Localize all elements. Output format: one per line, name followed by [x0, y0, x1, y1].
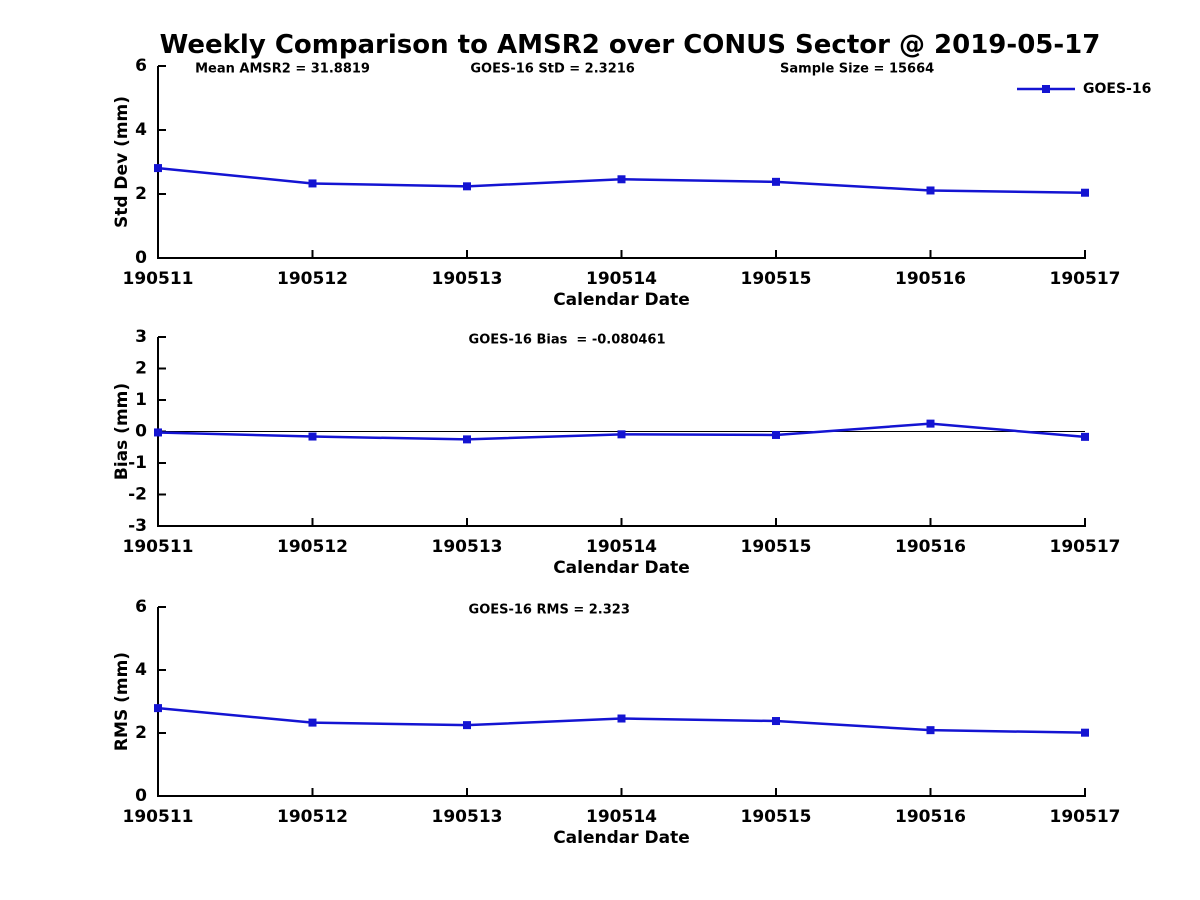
y-tick-label: 0 [135, 422, 147, 442]
data-point-marker [926, 419, 935, 428]
x-axis-label: Calendar Date [553, 828, 690, 848]
y-tick-label: 2 [135, 723, 147, 743]
x-tick-label: 190515 [741, 807, 812, 827]
y-tick-label: 6 [135, 597, 147, 617]
y-tick-label: 2 [135, 359, 147, 379]
data-point-marker [463, 435, 471, 444]
data-point-marker [463, 182, 471, 191]
x-tick-label: 190511 [123, 269, 194, 289]
data-point-marker [926, 186, 935, 195]
x-tick-label: 190514 [586, 537, 657, 557]
data-point-marker [617, 714, 626, 723]
subplot-std-dev: 0 2 4 6 190511 190512 190513 190514 190515 190516… [112, 56, 1151, 310]
y-tick-label: 1 [135, 390, 147, 410]
x-axis-label: Calendar Date [553, 290, 690, 310]
subplot-rms: 0 2 4 6 190511 190512 190513 190514 190515 190516… [112, 597, 1120, 848]
x-tick-label: 190516 [895, 807, 966, 827]
x-tick-label: 190515 [741, 537, 812, 557]
y-axis-label: RMS (mm) [112, 652, 132, 751]
data-point-marker [308, 179, 317, 188]
x-axis-label: Calendar Date [553, 558, 690, 578]
data-point-marker [617, 430, 626, 439]
data-point-marker [772, 717, 780, 726]
x-tick-label: 190516 [895, 269, 966, 289]
data-point-marker [154, 164, 162, 173]
chart-title: Weekly Comparison to AMSR2 over CONUS Se… [159, 30, 1101, 60]
data-point-marker [772, 430, 780, 439]
y-tick-label: -2 [128, 485, 147, 505]
y-tick-label: 4 [135, 660, 147, 680]
y-axis-label: Bias (mm) [112, 383, 132, 480]
data-point-marker [1081, 728, 1089, 737]
data-point-marker [1081, 188, 1089, 197]
stat-annotation: Mean AMSR2 = 31.8819 [195, 62, 370, 77]
x-tick-label: 190517 [1050, 537, 1121, 557]
x-tick-label: 190514 [586, 269, 657, 289]
axes [157, 66, 1086, 259]
x-tick-label: 190514 [586, 807, 657, 827]
y-tick-label: 3 [135, 327, 147, 347]
y-tick-label: -1 [128, 453, 147, 473]
x-tick-label: 190513 [432, 269, 503, 289]
data-point-marker [463, 721, 471, 730]
x-tick-label: 190515 [741, 269, 812, 289]
x-tick-label: 190513 [432, 807, 503, 827]
stat-annotation: GOES-16 Bias = -0.080461 [469, 333, 666, 348]
x-tick-label: 190516 [895, 537, 966, 557]
x-tick-label: 190513 [432, 537, 503, 557]
y-tick-label: 4 [135, 120, 147, 140]
data-point-marker [308, 718, 317, 727]
legend-marker [1042, 85, 1050, 93]
x-tick-label: 190512 [277, 807, 348, 827]
data-point-marker [154, 428, 162, 437]
legend: GOES-16 [1017, 81, 1151, 97]
axes [157, 607, 1086, 797]
data-point-marker [1081, 432, 1089, 441]
y-axis-label: Std Dev (mm) [112, 96, 132, 228]
legend-label: GOES-16 [1083, 81, 1151, 97]
data-point-marker [308, 432, 317, 441]
x-tick-label: 190512 [277, 537, 348, 557]
y-tick-label: 6 [135, 56, 147, 76]
x-tick-label: 190511 [123, 537, 194, 557]
data-point-marker [617, 175, 626, 184]
x-tick-label: 190517 [1050, 269, 1121, 289]
data-point-marker [154, 704, 162, 713]
data-point-marker [926, 726, 935, 735]
y-tick-label: 2 [135, 184, 147, 204]
y-tick-label: 0 [135, 248, 147, 268]
stat-annotation: GOES-16 RMS = 2.323 [469, 603, 630, 618]
x-tick-label: 190517 [1050, 807, 1121, 827]
stat-annotation: GOES-16 StD = 2.3216 [470, 62, 634, 77]
y-tick-label: -3 [128, 516, 147, 536]
stat-annotation: Sample Size = 15664 [780, 62, 934, 77]
y-tick-label: 0 [135, 786, 147, 806]
x-tick-label: 190512 [277, 269, 348, 289]
x-tick-label: 190511 [123, 807, 194, 827]
data-point-marker [772, 177, 780, 186]
